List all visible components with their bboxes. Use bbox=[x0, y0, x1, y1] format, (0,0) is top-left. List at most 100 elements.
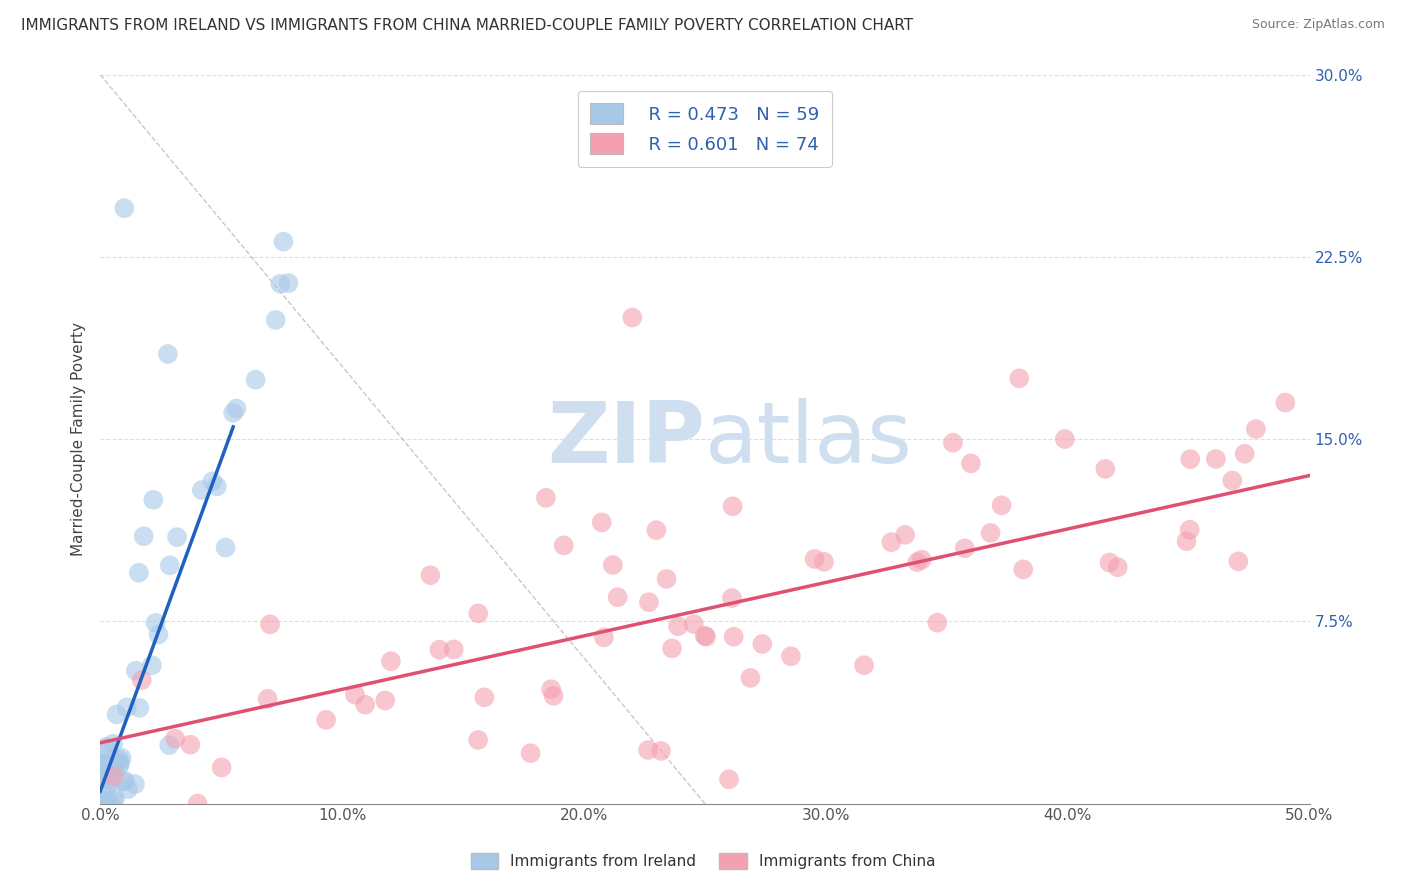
Point bbox=[91, 757, 114, 772]
Point bbox=[142, 492, 165, 507]
Point bbox=[222, 406, 245, 420]
Point bbox=[214, 541, 236, 555]
Point bbox=[256, 691, 278, 706]
Point bbox=[91, 797, 114, 811]
Point bbox=[145, 615, 167, 630]
Point bbox=[553, 538, 575, 552]
Point bbox=[94, 766, 117, 780]
Point bbox=[93, 794, 115, 808]
Point bbox=[94, 797, 117, 811]
Point bbox=[1205, 452, 1227, 467]
Point bbox=[132, 529, 155, 543]
Point bbox=[191, 483, 214, 497]
Point bbox=[443, 642, 465, 657]
Point bbox=[905, 555, 928, 569]
Point bbox=[117, 782, 139, 797]
Point bbox=[723, 630, 745, 644]
Point bbox=[534, 491, 557, 505]
Point bbox=[94, 788, 117, 802]
Legend:   R = 0.473   N = 59,   R = 0.601   N = 74: R = 0.473 N = 59, R = 0.601 N = 74 bbox=[578, 91, 832, 167]
Point bbox=[225, 401, 247, 416]
Point bbox=[803, 552, 825, 566]
Point bbox=[94, 756, 117, 770]
Point bbox=[112, 774, 135, 789]
Point bbox=[467, 607, 489, 621]
Point bbox=[519, 746, 541, 760]
Point bbox=[91, 759, 114, 773]
Y-axis label: Married-Couple Family Poverty: Married-Couple Family Poverty bbox=[72, 322, 86, 556]
Point bbox=[650, 744, 672, 758]
Point bbox=[602, 558, 624, 572]
Point bbox=[108, 756, 131, 771]
Point bbox=[108, 758, 131, 772]
Point bbox=[94, 797, 117, 811]
Point bbox=[721, 500, 744, 514]
Point bbox=[1053, 432, 1076, 446]
Point bbox=[111, 751, 134, 765]
Point bbox=[148, 627, 170, 641]
Point bbox=[94, 739, 117, 754]
Point bbox=[751, 637, 773, 651]
Point bbox=[645, 523, 668, 537]
Point bbox=[429, 642, 451, 657]
Point bbox=[124, 777, 146, 791]
Point bbox=[1175, 534, 1198, 549]
Point bbox=[740, 671, 762, 685]
Point bbox=[1008, 371, 1031, 385]
Point bbox=[101, 737, 124, 751]
Point bbox=[1233, 447, 1256, 461]
Point bbox=[693, 629, 716, 643]
Point bbox=[165, 731, 187, 746]
Point bbox=[187, 797, 209, 811]
Point bbox=[474, 690, 496, 705]
Point bbox=[91, 765, 114, 780]
Point bbox=[264, 313, 287, 327]
Point bbox=[1274, 395, 1296, 409]
Point bbox=[273, 235, 295, 249]
Point bbox=[201, 475, 224, 489]
Point bbox=[606, 591, 628, 605]
Point bbox=[354, 698, 377, 712]
Point bbox=[1178, 523, 1201, 537]
Point bbox=[159, 558, 181, 573]
Point bbox=[269, 277, 291, 291]
Text: atlas: atlas bbox=[704, 398, 912, 481]
Point bbox=[98, 797, 121, 811]
Legend: Immigrants from Ireland, Immigrants from China: Immigrants from Ireland, Immigrants from… bbox=[464, 847, 942, 875]
Point bbox=[1098, 556, 1121, 570]
Point bbox=[97, 765, 120, 780]
Point bbox=[93, 794, 115, 808]
Point bbox=[211, 760, 233, 774]
Point bbox=[112, 201, 135, 215]
Point bbox=[1220, 474, 1243, 488]
Point bbox=[853, 658, 876, 673]
Point bbox=[543, 689, 565, 703]
Point bbox=[96, 797, 118, 811]
Point bbox=[156, 347, 179, 361]
Text: Source: ZipAtlas.com: Source: ZipAtlas.com bbox=[1251, 18, 1385, 31]
Point bbox=[179, 738, 201, 752]
Point bbox=[927, 615, 949, 630]
Point bbox=[105, 707, 128, 722]
Point bbox=[942, 435, 965, 450]
Point bbox=[108, 753, 131, 767]
Point bbox=[467, 733, 489, 747]
Point bbox=[1180, 452, 1202, 467]
Point bbox=[980, 525, 1002, 540]
Point bbox=[638, 595, 661, 609]
Point bbox=[637, 743, 659, 757]
Point bbox=[1107, 560, 1129, 574]
Point bbox=[655, 572, 678, 586]
Point bbox=[990, 499, 1012, 513]
Text: ZIP: ZIP bbox=[547, 398, 704, 481]
Point bbox=[780, 649, 803, 664]
Point bbox=[166, 530, 188, 544]
Point bbox=[343, 688, 366, 702]
Point bbox=[103, 769, 125, 783]
Point bbox=[91, 772, 114, 786]
Point bbox=[721, 591, 744, 605]
Point bbox=[131, 673, 153, 687]
Point bbox=[661, 641, 683, 656]
Point bbox=[97, 763, 120, 777]
Point bbox=[114, 774, 136, 789]
